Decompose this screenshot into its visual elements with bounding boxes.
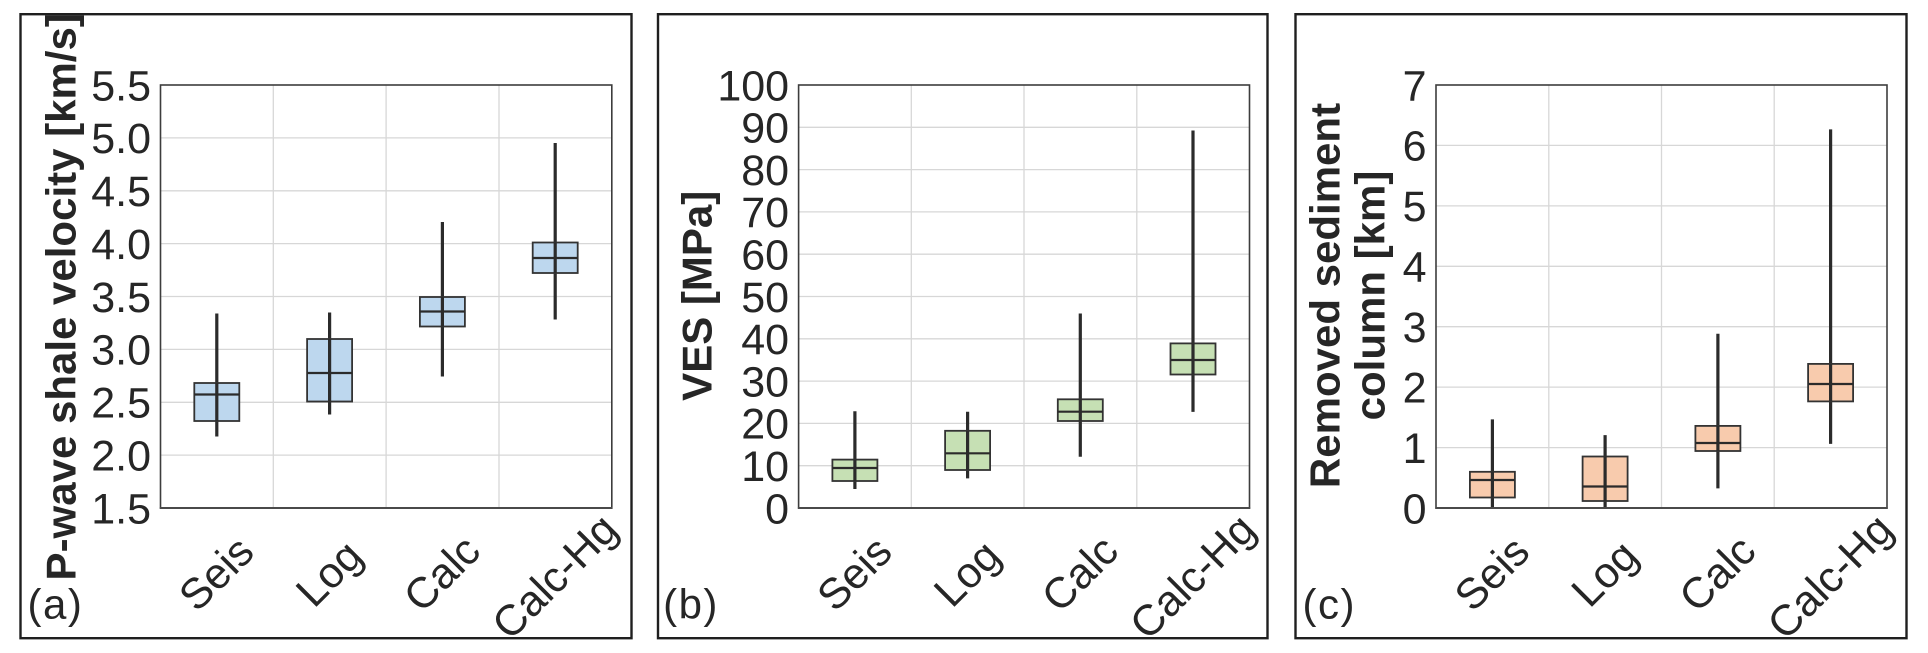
- svg-text:5: 5: [1403, 183, 1427, 231]
- svg-text:7: 7: [1403, 62, 1427, 110]
- svg-text:5.0: 5.0: [91, 115, 151, 163]
- svg-text:column [km]: column [km]: [1347, 171, 1394, 421]
- svg-text:50: 50: [741, 274, 789, 322]
- svg-text:4.5: 4.5: [91, 168, 151, 216]
- svg-text:90: 90: [741, 105, 789, 153]
- svg-text:3: 3: [1403, 304, 1427, 352]
- svg-text:0: 0: [1403, 485, 1427, 533]
- svg-text:2.0: 2.0: [91, 432, 151, 480]
- svg-text:1: 1: [1403, 425, 1427, 473]
- svg-text:(c): (c): [1302, 581, 1355, 628]
- svg-text:3.0: 3.0: [91, 327, 151, 375]
- svg-text:40: 40: [741, 316, 789, 364]
- svg-text:100: 100: [717, 62, 789, 110]
- svg-text:20: 20: [741, 401, 789, 449]
- svg-text:1.5: 1.5: [91, 485, 151, 533]
- svg-text:3.5: 3.5: [91, 274, 151, 322]
- svg-text:(a): (a): [27, 581, 83, 628]
- svg-text:2: 2: [1403, 364, 1427, 412]
- svg-text:2.5: 2.5: [91, 380, 151, 428]
- svg-text:4: 4: [1403, 244, 1427, 292]
- svg-text:Removed sediment: Removed sediment: [1302, 103, 1349, 488]
- svg-text:P-wave shale velocity [km/s]: P-wave shale velocity [km/s]: [38, 13, 85, 580]
- svg-text:30: 30: [741, 358, 789, 406]
- svg-text:70: 70: [741, 189, 789, 237]
- svg-text:4.0: 4.0: [91, 221, 151, 269]
- svg-text:6: 6: [1403, 123, 1427, 171]
- svg-text:5.5: 5.5: [91, 62, 151, 110]
- svg-text:0: 0: [765, 485, 789, 533]
- svg-text:60: 60: [741, 231, 789, 279]
- svg-text:80: 80: [741, 147, 789, 195]
- svg-text:10: 10: [741, 443, 789, 491]
- svg-text:(b): (b): [663, 581, 719, 628]
- svg-text:VES [MPa]: VES [MPa]: [674, 191, 721, 401]
